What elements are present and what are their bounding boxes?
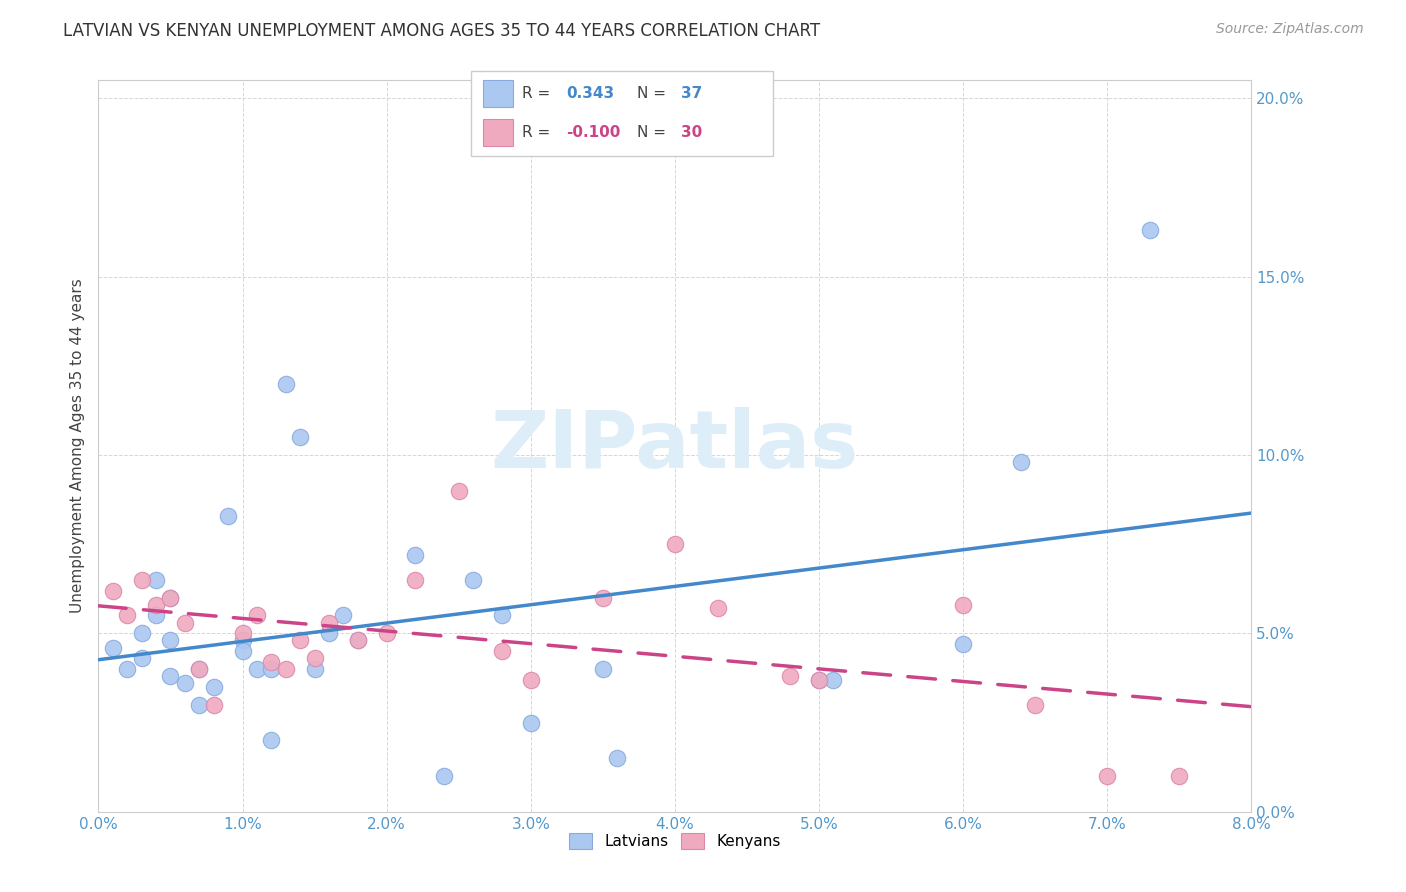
Text: 30: 30 <box>681 125 703 140</box>
Text: R =: R = <box>523 86 555 101</box>
Point <box>1168 769 1191 783</box>
Point <box>433 769 456 783</box>
Point <box>823 673 845 687</box>
Point <box>101 583 124 598</box>
Point <box>447 483 470 498</box>
Point <box>260 655 283 669</box>
Point <box>290 430 312 444</box>
Point <box>405 573 427 587</box>
Point <box>1097 769 1119 783</box>
Point <box>318 615 340 630</box>
Point <box>1024 698 1046 712</box>
Point <box>188 698 211 712</box>
Point <box>246 662 269 676</box>
Text: R =: R = <box>523 125 555 140</box>
Point <box>131 573 153 587</box>
Point <box>246 608 269 623</box>
Legend: Latvians, Kenyans: Latvians, Kenyans <box>564 827 786 855</box>
Point <box>174 615 197 630</box>
Point <box>260 733 283 747</box>
Point <box>274 662 297 676</box>
Point <box>117 662 139 676</box>
Point <box>304 662 326 676</box>
Point <box>188 662 211 676</box>
Point <box>375 626 398 640</box>
Point <box>131 651 153 665</box>
FancyBboxPatch shape <box>484 80 513 107</box>
Point <box>260 662 283 676</box>
Point <box>606 751 628 765</box>
Point <box>174 676 197 690</box>
Point <box>231 626 254 640</box>
Point <box>231 633 254 648</box>
Point <box>159 633 181 648</box>
Point <box>101 640 124 655</box>
Point <box>274 376 297 391</box>
FancyBboxPatch shape <box>471 71 773 156</box>
Point <box>332 608 354 623</box>
Y-axis label: Unemployment Among Ages 35 to 44 years: Unemployment Among Ages 35 to 44 years <box>69 278 84 614</box>
Point <box>707 601 730 615</box>
Text: LATVIAN VS KENYAN UNEMPLOYMENT AMONG AGES 35 TO 44 YEARS CORRELATION CHART: LATVIAN VS KENYAN UNEMPLOYMENT AMONG AGE… <box>63 22 820 40</box>
Text: 37: 37 <box>681 86 703 101</box>
Point <box>346 633 368 648</box>
Point <box>1139 223 1161 237</box>
Point <box>145 608 167 623</box>
Point <box>145 573 167 587</box>
Point <box>202 698 225 712</box>
Point <box>346 633 368 648</box>
Point <box>145 598 167 612</box>
Text: N =: N = <box>637 125 671 140</box>
Point <box>592 591 614 605</box>
Text: ZIPatlas: ZIPatlas <box>491 407 859 485</box>
Point <box>952 598 974 612</box>
Point <box>808 673 831 687</box>
Point <box>304 651 326 665</box>
Text: -0.100: -0.100 <box>567 125 620 140</box>
Point <box>664 537 686 551</box>
Point <box>952 637 974 651</box>
Point <box>461 573 484 587</box>
Text: N =: N = <box>637 86 671 101</box>
Point <box>491 608 513 623</box>
Text: 0.343: 0.343 <box>567 86 614 101</box>
Point <box>159 669 181 683</box>
Point <box>405 548 427 562</box>
Point <box>159 591 181 605</box>
Point <box>188 662 211 676</box>
Point <box>592 662 614 676</box>
Point <box>131 626 153 640</box>
Point <box>202 680 225 694</box>
Point <box>318 626 340 640</box>
Point <box>491 644 513 658</box>
Text: Source: ZipAtlas.com: Source: ZipAtlas.com <box>1216 22 1364 37</box>
Point <box>520 715 543 730</box>
Point <box>117 608 139 623</box>
Point <box>1010 455 1032 469</box>
Point <box>231 644 254 658</box>
FancyBboxPatch shape <box>484 119 513 146</box>
Point <box>290 633 312 648</box>
Point <box>520 673 543 687</box>
Point <box>159 591 181 605</box>
Point <box>808 673 831 687</box>
Point <box>217 508 239 523</box>
Point <box>779 669 801 683</box>
